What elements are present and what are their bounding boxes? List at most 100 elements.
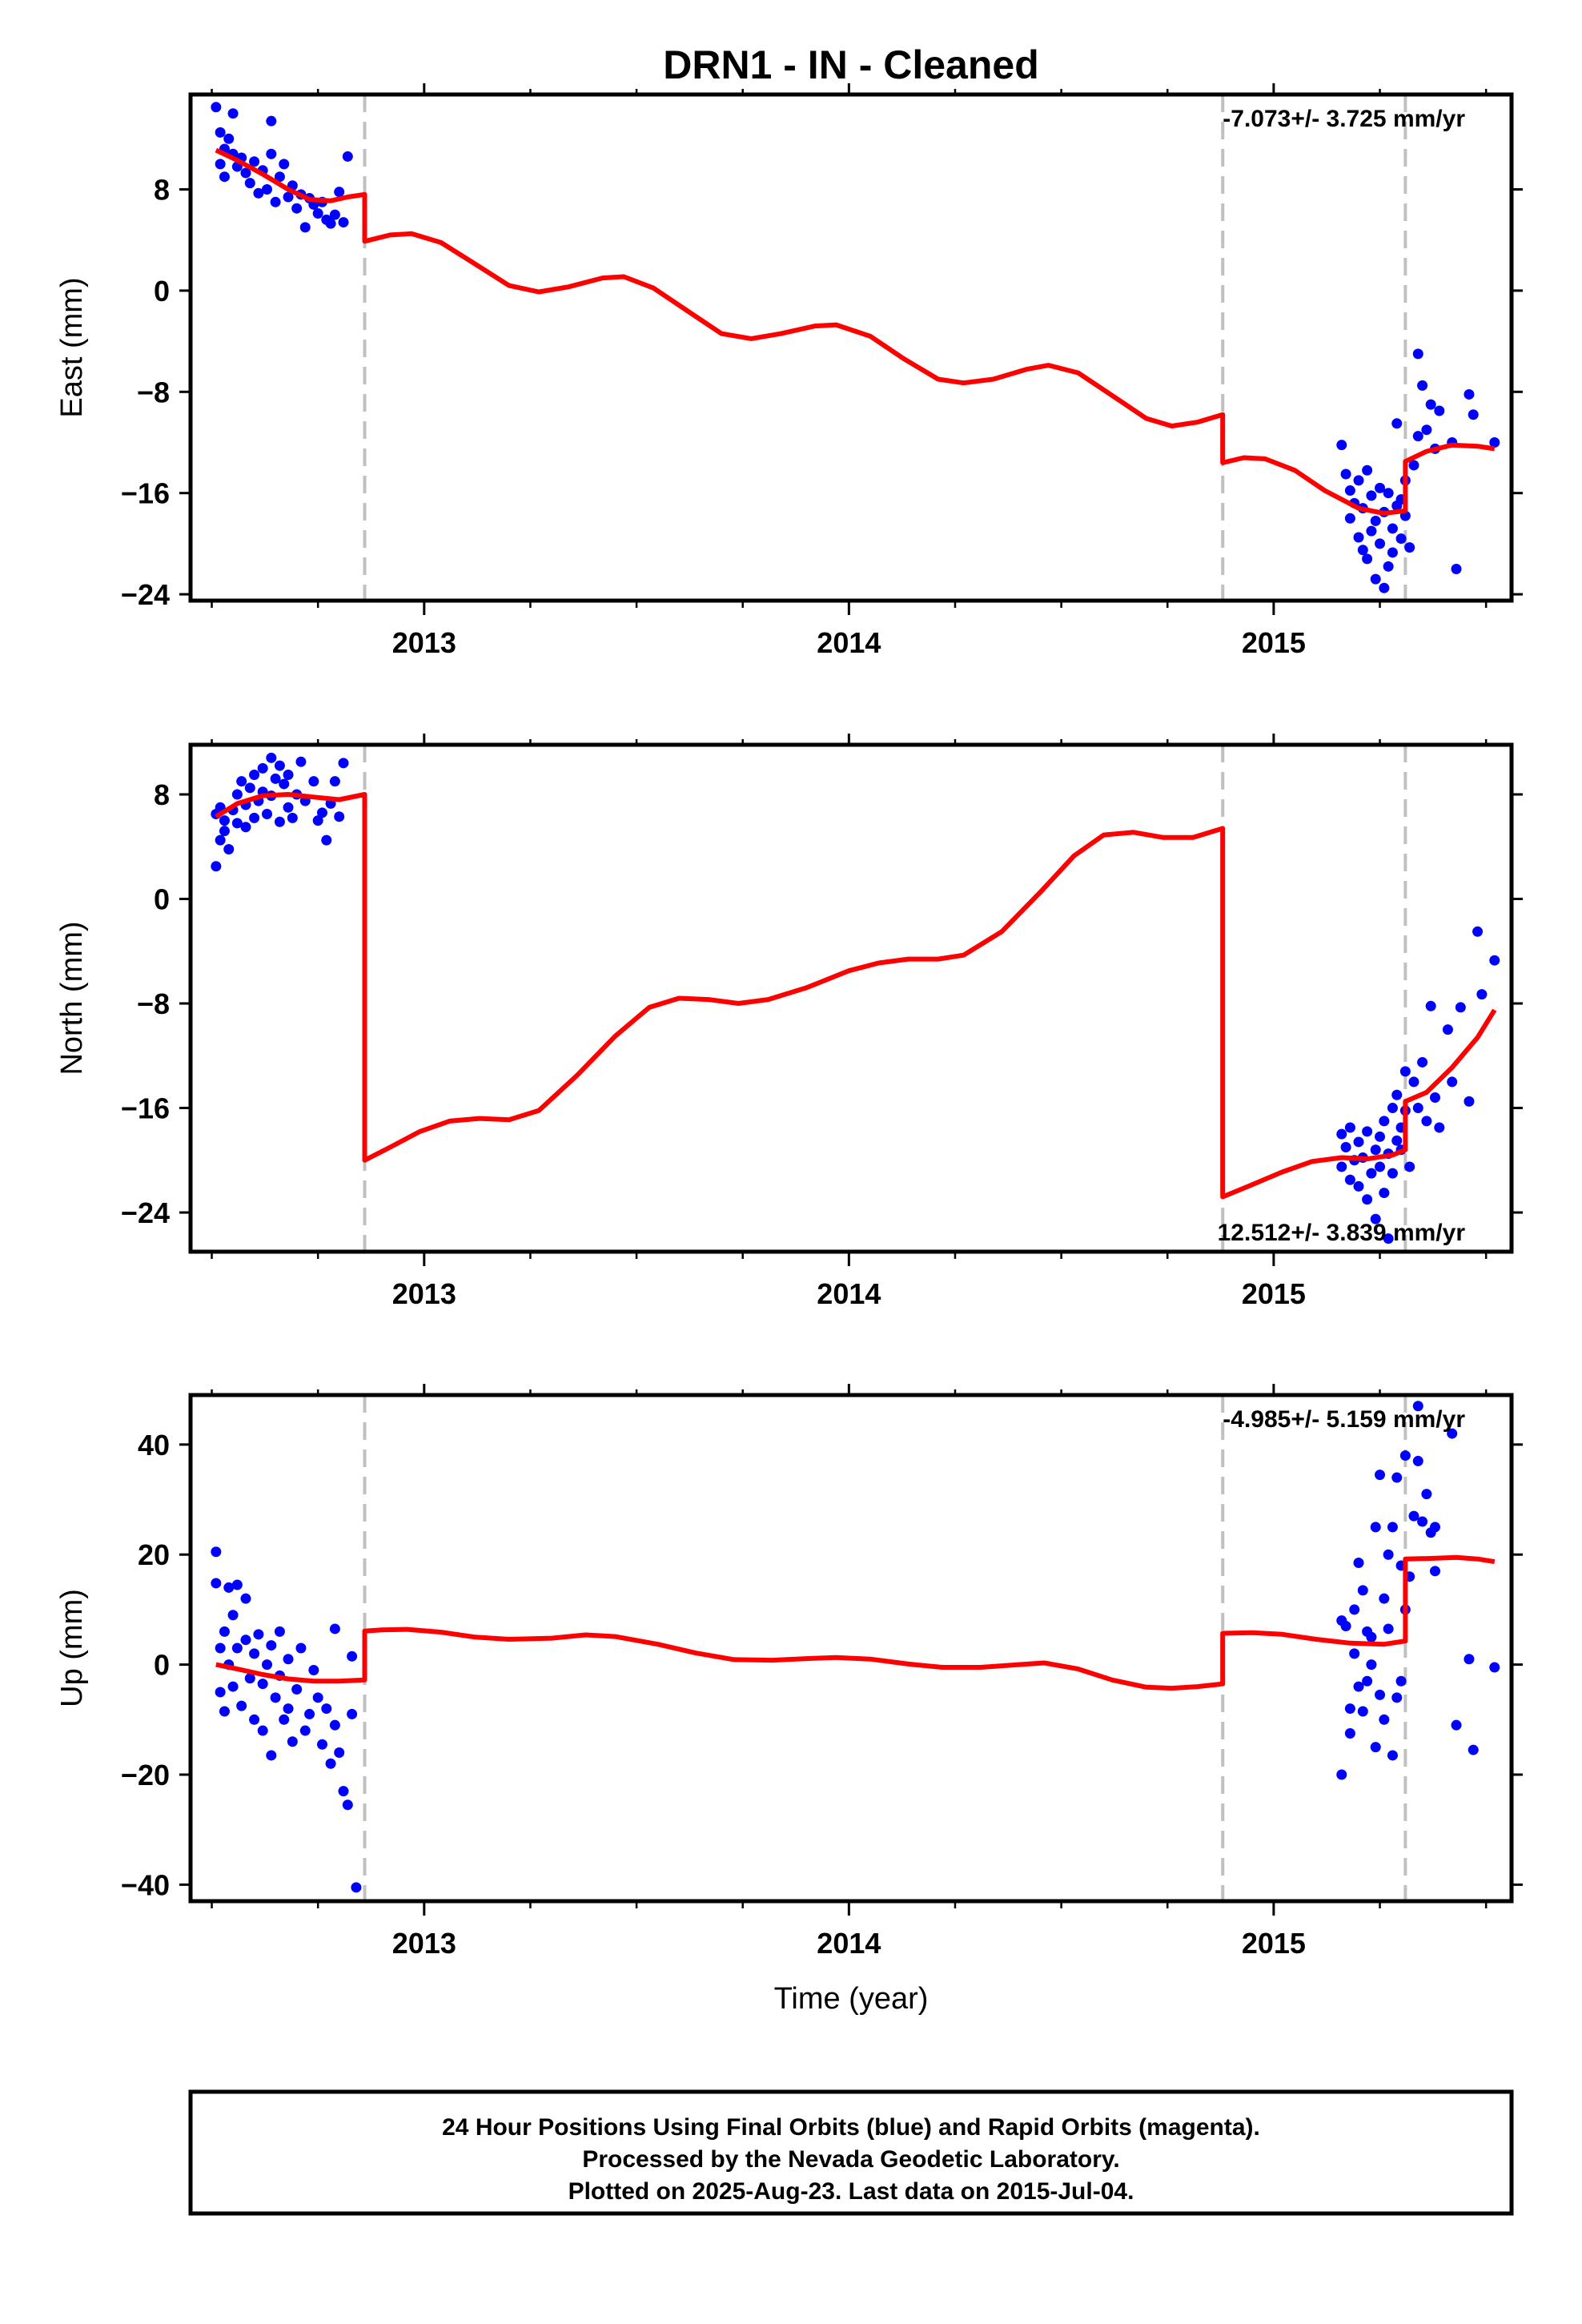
- north-data-point: [1434, 1122, 1445, 1133]
- north-data-point: [338, 758, 349, 769]
- east-data-point: [334, 187, 345, 198]
- up-data-point: [1349, 1648, 1360, 1659]
- east-data-point: [1383, 488, 1394, 499]
- east-data-point: [1387, 523, 1398, 534]
- east-y-axis-label: East (mm): [55, 277, 89, 417]
- footer-line-1: 24 Hour Positions Using Final Orbits (bl…: [442, 2114, 1260, 2141]
- east-data-point: [1451, 564, 1462, 574]
- north-y-tick-label: 8: [154, 778, 170, 811]
- east-y-tick-label: 8: [154, 174, 170, 207]
- east-data-point: [223, 133, 235, 144]
- east-data-point: [215, 159, 226, 170]
- up-data-point: [1447, 1428, 1458, 1439]
- up-data-point: [1366, 1659, 1377, 1671]
- up-data-point: [1451, 1719, 1462, 1731]
- up-data-point: [253, 1629, 264, 1640]
- up-data-point: [308, 1664, 319, 1675]
- up-y-axis-label: Up (mm): [55, 1589, 89, 1707]
- up-data-point: [338, 1786, 349, 1797]
- east-data-point: [1344, 485, 1355, 497]
- up-data-point: [1344, 1703, 1355, 1715]
- north-y-tick-label: −8: [137, 987, 170, 1020]
- chart-title: DRN1 - IN - Cleaned: [663, 42, 1039, 87]
- up-y-tick-label: −40: [121, 1868, 170, 1901]
- north-data-point: [1412, 1103, 1423, 1114]
- up-data-point: [223, 1582, 235, 1593]
- up-data-point: [1417, 1516, 1428, 1527]
- up-data-point: [231, 1642, 243, 1654]
- north-data-point: [211, 861, 222, 872]
- up-x-tick-label: 2014: [817, 1927, 881, 1960]
- east-data-point: [342, 151, 353, 162]
- east-data-point: [1353, 532, 1364, 543]
- east-y-tick-label: −8: [137, 376, 170, 408]
- up-data-point: [266, 1750, 277, 1761]
- east-data-point: [1383, 561, 1394, 572]
- up-data-point: [283, 1654, 294, 1665]
- up-data-point: [1408, 1510, 1419, 1522]
- up-data-point: [1370, 1742, 1381, 1753]
- east-data-point: [1370, 573, 1381, 585]
- up-y-tick-label: −20: [121, 1759, 170, 1791]
- east-data-point: [1489, 437, 1500, 448]
- north-data-point: [1399, 1066, 1411, 1077]
- up-data-point: [270, 1692, 281, 1703]
- east-x-tick-label: 2014: [817, 626, 881, 659]
- panels-group: −24 −16 −8 0 8 2013 2014 2015 East (mm) -7.073+/-…: [55, 83, 1523, 1960]
- north-data-point: [312, 815, 323, 826]
- north-data-point: [1472, 926, 1484, 937]
- up-data-point: [1430, 1522, 1441, 1533]
- east-data-point: [1340, 468, 1351, 480]
- east-data-point: [1375, 538, 1386, 549]
- east-data-point: [299, 222, 311, 233]
- north-data-point: [1370, 1213, 1381, 1224]
- east-data-point: [266, 115, 277, 127]
- north-data-point: [283, 802, 294, 813]
- up-data-point: [291, 1684, 303, 1695]
- up-data-point: [240, 1634, 251, 1646]
- up-data-point: [1421, 1489, 1432, 1500]
- east-data-point: [1370, 515, 1381, 526]
- north-data-point: [215, 834, 226, 846]
- east-data-point: [338, 217, 349, 228]
- up-plot-frame: [188, 1393, 1514, 1904]
- up-data-point: [1375, 1470, 1386, 1481]
- east-data-point: [211, 102, 222, 113]
- north-data-point: [257, 762, 268, 774]
- up-data-point: [1353, 1558, 1364, 1569]
- up-y-tick-label: 40: [138, 1429, 170, 1462]
- up-y-tick-label: 20: [138, 1538, 170, 1571]
- east-data-point: [1357, 545, 1368, 556]
- east-plot-frame: [188, 92, 1514, 603]
- east-y-tick-label: −24: [121, 578, 170, 611]
- east-data-point: [283, 191, 294, 203]
- east-data-point: [279, 159, 290, 170]
- up-data-point: [351, 1882, 362, 1893]
- east-data-point: [1362, 464, 1373, 476]
- up-data-point: [1353, 1681, 1364, 1692]
- east-data-point: [219, 171, 230, 183]
- up-data-point: [266, 1640, 277, 1651]
- north-data-point: [1344, 1174, 1355, 1185]
- up-data-point: [1391, 1692, 1403, 1703]
- north-data-point: [1430, 1092, 1441, 1103]
- up-data-point: [1468, 1744, 1479, 1755]
- north-data-point: [219, 815, 230, 826]
- north-data-point: [274, 760, 285, 771]
- north-x-tick-label: 2013: [392, 1277, 456, 1310]
- east-data-point: [291, 203, 303, 214]
- panel-north: −24 −16 −8 0 8 2013 2014 2015 North (mm) 12.512+/…: [55, 734, 1523, 1310]
- north-data-point: [308, 776, 319, 787]
- east-data-point: [244, 178, 255, 189]
- north-data-point: [334, 811, 345, 822]
- east-data-point: [1417, 380, 1428, 391]
- north-x-tick-label: 2014: [817, 1277, 881, 1310]
- north-data-point: [236, 776, 247, 787]
- north-y-tick-label: −24: [121, 1196, 170, 1229]
- north-data-point: [1464, 1096, 1475, 1107]
- footer-box: [188, 2089, 1514, 2216]
- up-data-point: [1412, 1455, 1423, 1466]
- up-data-point: [321, 1703, 332, 1715]
- east-data-point: [1421, 424, 1432, 436]
